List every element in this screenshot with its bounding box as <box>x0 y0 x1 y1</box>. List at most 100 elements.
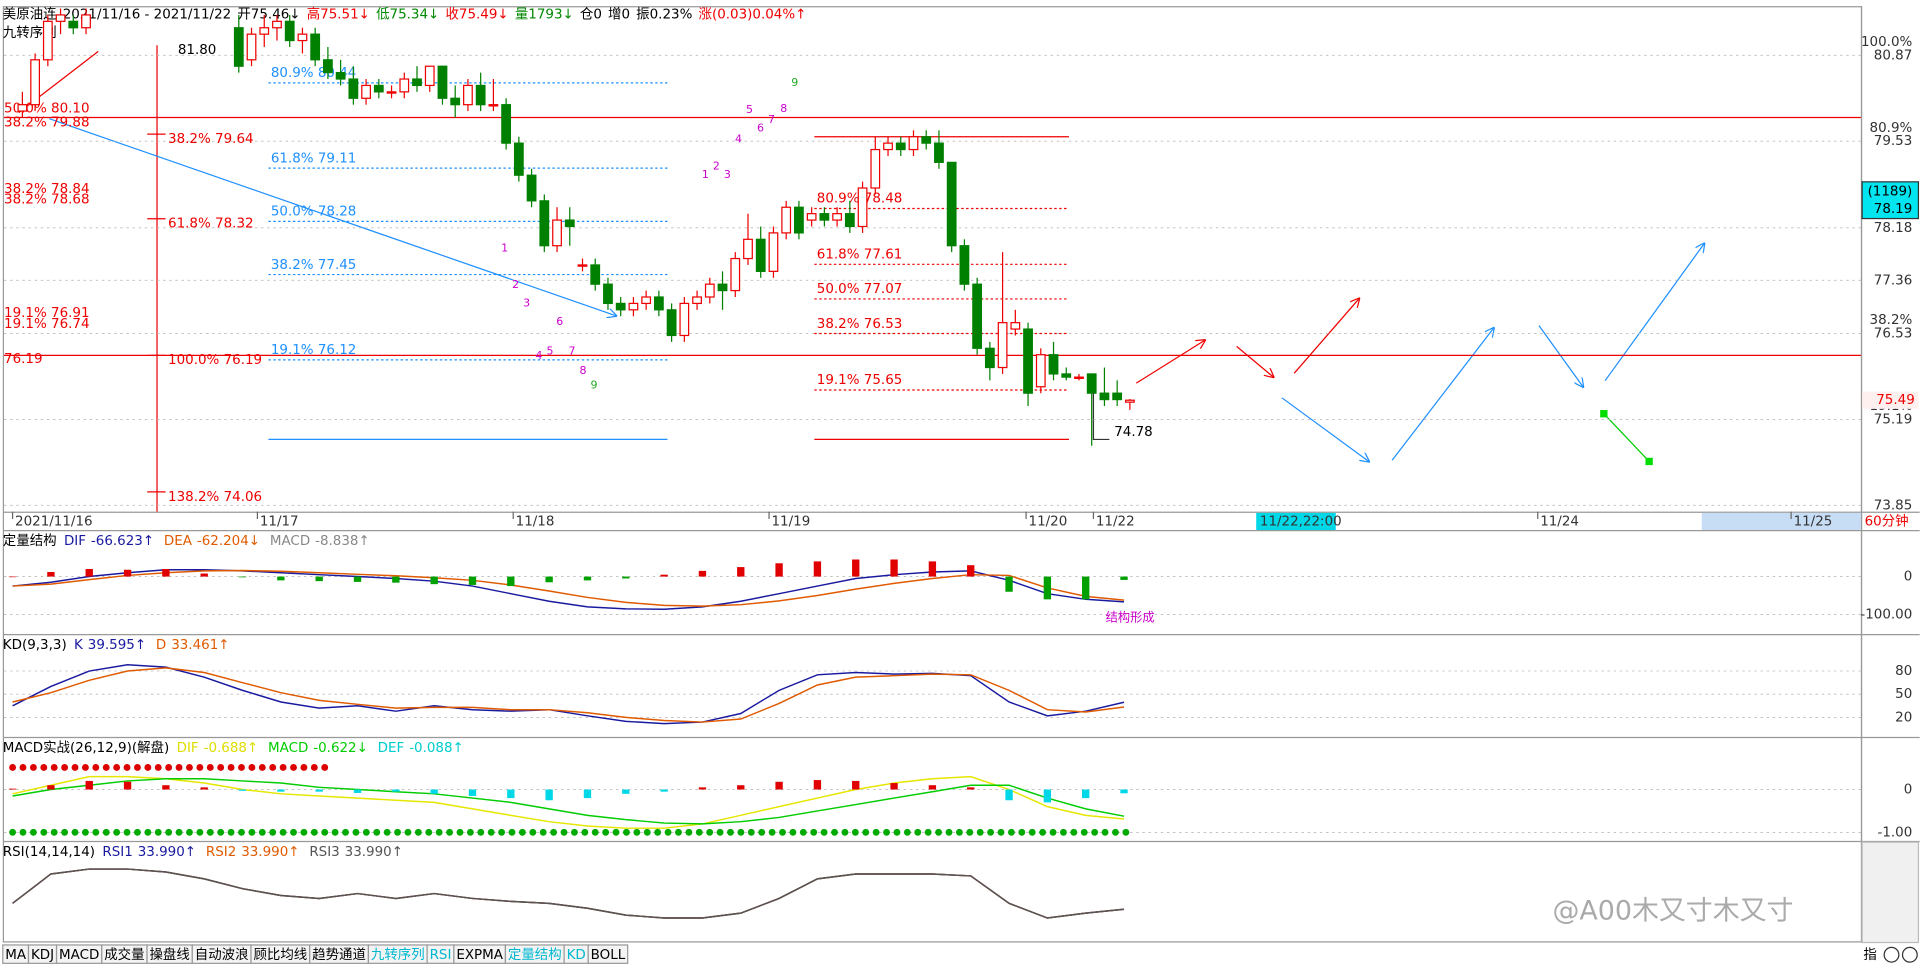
toolbar-tab-label[interactable]: KDJ <box>31 948 54 963</box>
signal-dot <box>175 828 183 836</box>
histogram-bar <box>85 568 93 577</box>
y-tick-label: 78.18 <box>1874 221 1913 236</box>
legend-name: RSI1 <box>102 845 132 860</box>
fib-label: 19.1% 76.12 <box>271 343 357 358</box>
signal-dot <box>810 828 818 836</box>
signal-dot <box>789 828 797 836</box>
signal-dot <box>976 828 984 836</box>
fib-label: 50.0% 78.28 <box>271 205 357 220</box>
toolbar-tab-label[interactable]: 九转序列 <box>371 947 425 963</box>
histogram-bar <box>1120 576 1128 580</box>
panel-note: 结构形成 <box>1106 610 1155 625</box>
signal-dot <box>165 764 173 771</box>
fib-label: 61.8% 79.11 <box>271 151 357 166</box>
low-leader <box>1092 381 1110 441</box>
fib-label: 50.0% 77.07 <box>817 282 903 297</box>
zoom-button[interactable] <box>1883 946 1900 963</box>
histogram-bar <box>813 780 822 790</box>
signal-dot <box>706 828 714 836</box>
signal-dot <box>591 828 599 836</box>
histogram-bar <box>238 789 247 791</box>
forecast-down <box>1236 345 1274 377</box>
panel-title: KD(9,3,3) <box>3 638 67 653</box>
histogram-bar <box>775 563 783 577</box>
td-count: 7 <box>768 113 775 126</box>
header-item: 量1793↓ <box>515 7 574 23</box>
td-count: 2 <box>512 278 519 291</box>
header-item: 仓0 <box>580 7 602 23</box>
signal-dot <box>269 828 277 836</box>
signal-dot <box>217 828 225 836</box>
histogram-bar <box>238 576 247 578</box>
signal-dot <box>623 828 630 836</box>
toolbar-tab-label[interactable]: MACD <box>59 948 99 963</box>
toolbar-tab-label[interactable]: 操盘线 <box>149 946 189 963</box>
candle-body <box>679 302 690 337</box>
candle-body <box>997 322 1008 369</box>
td-count: 3 <box>523 297 530 310</box>
watermark: @A00木又寸木又寸 <box>1552 895 1793 926</box>
signal-dot <box>903 828 911 836</box>
histogram-bar <box>775 781 783 790</box>
histogram-bar <box>622 576 630 579</box>
td-count: 9 <box>591 379 598 392</box>
signal-dot <box>914 828 922 836</box>
candle-body <box>81 14 91 29</box>
candle-body <box>1086 373 1097 394</box>
toolbar-tab-label[interactable]: EXPMA <box>456 948 503 963</box>
candle-body <box>768 232 779 272</box>
legend-value: -62.204↓ <box>197 534 260 549</box>
candle-body <box>921 136 932 144</box>
toolbar-tab-label[interactable]: 顾比均线 <box>253 947 307 963</box>
candle-body <box>272 20 282 29</box>
td-count: 1 <box>702 168 709 181</box>
signal-dot <box>113 764 121 771</box>
signal-dot <box>477 828 485 836</box>
candle-body <box>959 245 970 285</box>
y-tick-label: 50 <box>1895 687 1912 702</box>
toolbar-tab-label[interactable]: BOLL <box>591 948 626 963</box>
header-item: 增0 <box>608 7 630 23</box>
candle-body <box>399 78 410 93</box>
scroll-box <box>1861 841 1920 944</box>
y-tick-label: 0 <box>1904 783 1913 798</box>
toolbar-tab-label[interactable]: 趋势通道 <box>312 947 366 963</box>
y-tick-label: 80 <box>1895 664 1912 679</box>
zoom-button[interactable] <box>1901 946 1918 963</box>
toolbar-tab-label[interactable]: RSI <box>430 948 452 963</box>
histogram-bar <box>1082 576 1090 600</box>
toolbar-tab-label[interactable]: MA <box>5 948 27 963</box>
last-price: 75.49 <box>1876 393 1915 408</box>
signal-dot <box>258 828 266 836</box>
toolbar-tab[interactable] <box>587 944 629 964</box>
histogram-bar <box>660 574 668 577</box>
signal-dot <box>466 828 474 836</box>
signal-dot <box>737 828 745 836</box>
left-label: 38.2% 79.88 <box>4 115 90 130</box>
histogram-bar <box>47 785 55 790</box>
signal-dot <box>50 764 58 771</box>
toolbar-right[interactable]: 指 <box>1863 947 1876 963</box>
percent-tick-label: 38.2% <box>1870 313 1913 328</box>
signal-dot <box>29 764 37 771</box>
toolbar-tab-label[interactable]: 定量结构 <box>508 947 562 963</box>
histogram-bar <box>852 780 860 790</box>
signal-dot <box>144 828 152 836</box>
histogram-bar <box>468 789 477 796</box>
histogram-bar <box>315 576 323 582</box>
signal-dot <box>321 828 329 836</box>
panel-title: RSI(14,14,14) <box>3 845 95 860</box>
candle-body <box>463 84 473 106</box>
forecast-arrows <box>1135 244 1704 466</box>
candle-body <box>972 283 983 349</box>
signal-dot <box>539 828 547 836</box>
toolbar-tab-label[interactable]: KD <box>567 948 586 963</box>
td-count: 4 <box>735 133 742 146</box>
signal-dot <box>487 828 495 836</box>
candle-body <box>564 219 575 228</box>
toolbar-tab-label[interactable]: 成交量 <box>104 946 144 963</box>
signal-dot <box>799 828 807 836</box>
toolbar-tab-label[interactable]: 自动波浪 <box>195 947 249 963</box>
signal-dot <box>602 828 610 836</box>
td-count: 9 <box>791 76 798 89</box>
